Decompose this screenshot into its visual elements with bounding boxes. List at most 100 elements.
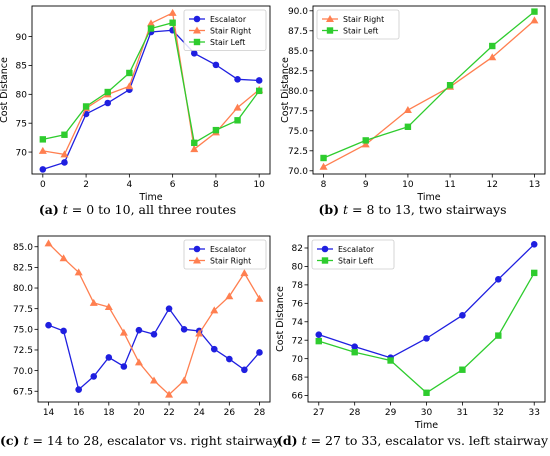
x-tick-label: 22	[163, 408, 174, 418]
x-axis-label: Time	[414, 420, 438, 431]
data-point	[315, 331, 323, 338]
caption-a: (a) t = 0 to 10, all three routes	[0, 202, 275, 217]
data-point	[320, 154, 327, 162]
legend-marker	[326, 15, 334, 22]
x-tick-label: 16	[73, 408, 85, 418]
series-escalator	[39, 26, 263, 173]
x-axis-label: Time	[138, 192, 162, 203]
y-tick-label: 90.0	[288, 7, 308, 17]
data-point	[165, 305, 173, 312]
y-tick-label: 82.5	[13, 264, 33, 274]
legend-marker	[193, 245, 201, 253]
y-tick-label: 80	[16, 91, 28, 101]
y-tick-label: 77.5	[288, 107, 308, 117]
data-point	[495, 332, 502, 339]
x-tick-label: 26	[224, 408, 236, 418]
data-point	[226, 355, 233, 363]
y-tick-label: 90	[16, 33, 28, 43]
data-point	[45, 321, 52, 329]
data-point	[180, 326, 188, 333]
data-point	[168, 8, 177, 16]
y-axis-label: Cost Distance	[0, 57, 10, 123]
y-tick-label: 82	[292, 244, 303, 254]
data-point	[75, 386, 82, 393]
caption-d: (d) t = 27 to 33, escalator vs. left sta…	[275, 433, 550, 448]
plot-frame	[37, 235, 271, 403]
data-point	[362, 137, 369, 144]
series-stair-left	[315, 269, 538, 396]
data-point	[104, 303, 113, 311]
legend-item: Stair Right	[189, 256, 251, 266]
data-point	[530, 16, 539, 24]
y-tick-label: 82.5	[288, 67, 308, 77]
legend-marker	[321, 245, 329, 253]
x-tick-label: 30	[421, 408, 433, 418]
plot-frame	[31, 5, 271, 175]
data-point	[531, 8, 538, 15]
legend-item: Stair Left	[189, 38, 245, 47]
series-stair-right	[44, 239, 264, 398]
legend-item: Stair Right	[322, 15, 384, 24]
x-tick-label: 12	[487, 180, 498, 190]
caption-label: (b)	[318, 202, 340, 217]
caption-text: = 8 to 13, two stairways	[348, 202, 507, 217]
y-tick-label: 87.5	[288, 27, 308, 37]
y-tick-label: 80.0	[13, 284, 33, 294]
data-point	[60, 150, 69, 158]
data-point	[488, 53, 497, 61]
x-tick-label: 24	[193, 408, 205, 418]
y-tick-label: 66	[292, 392, 304, 402]
caption-label: (c)	[0, 433, 20, 448]
plot-frame	[312, 5, 546, 175]
data-point	[255, 87, 263, 95]
caption-text: = 0 to 10, all three routes	[67, 202, 237, 217]
caption-text: = 14 to 28, escalator vs. right stairway	[28, 433, 280, 448]
x-tick-label: 27	[313, 408, 324, 418]
y-tick-label: 70.0	[13, 367, 33, 377]
y-tick-label: 74	[292, 318, 304, 328]
x-tick-label: 14	[43, 408, 55, 418]
legend-item: Escalator	[189, 15, 247, 24]
x-tick-label: 8	[321, 180, 327, 190]
legend: Stair Right Stair Left	[316, 9, 400, 40]
data-point	[150, 376, 158, 384]
y-tick-label: 78	[292, 281, 304, 291]
y-axis-label: Cost Distance	[275, 286, 286, 352]
legend-marker	[193, 15, 201, 23]
x-tick-label: 31	[457, 408, 468, 418]
data-point	[61, 159, 68, 166]
legend-item: Escalator	[189, 245, 247, 254]
legend-item: Stair Right	[189, 26, 251, 36]
x-tick-label: 11	[444, 180, 455, 190]
data-point	[255, 77, 263, 84]
y-tick-label: 70	[292, 355, 304, 365]
data-point	[180, 376, 189, 384]
y-tick-label: 72.5	[288, 147, 308, 157]
y-tick-label: 75.0	[288, 127, 308, 137]
y-tick-label: 80	[292, 263, 304, 273]
data-point	[361, 140, 370, 148]
y-tick-label: 80.0	[288, 87, 308, 97]
data-point	[82, 103, 90, 110]
data-point	[234, 117, 241, 124]
x-tick-label: 6	[170, 180, 176, 190]
data-point	[210, 345, 218, 353]
x-tick-label: 8	[213, 180, 219, 190]
data-point	[89, 298, 98, 306]
data-point	[125, 82, 134, 90]
data-point	[403, 106, 412, 113]
y-tick-label: 70.0	[288, 167, 308, 177]
legend-label: Stair Left	[210, 38, 245, 47]
data-point	[530, 241, 538, 248]
data-point	[105, 354, 113, 361]
legend-marker	[193, 256, 201, 264]
data-point	[319, 162, 328, 170]
data-point	[135, 326, 143, 334]
legend-box	[311, 239, 395, 270]
data-point	[44, 239, 53, 247]
x-tick-label: 13	[529, 180, 540, 190]
data-point	[212, 126, 220, 134]
legend-label: Stair Right	[343, 15, 384, 24]
legend-item: Stair Left	[317, 257, 373, 266]
data-point	[147, 25, 155, 32]
